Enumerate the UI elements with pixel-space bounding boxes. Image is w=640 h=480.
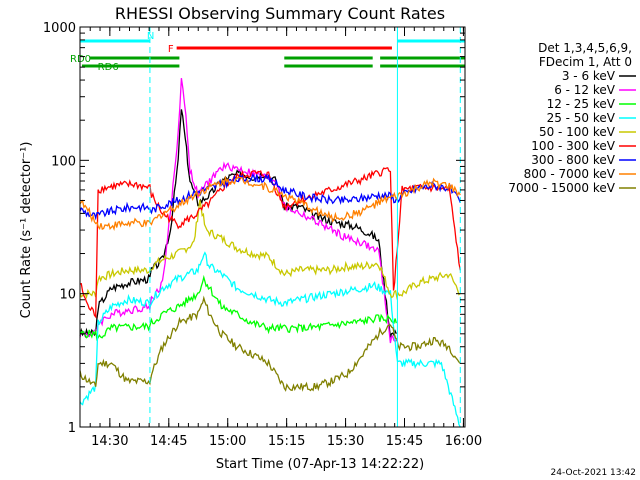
- y-tick-label: 1000: [43, 21, 76, 36]
- x-tick-label: 15:45: [386, 434, 423, 449]
- legend-header: Det 1,3,4,5,6,9,: [538, 41, 632, 55]
- series-line: [79, 199, 461, 300]
- y-axis-label: Count Rate (s⁻¹ detector⁻¹): [19, 142, 34, 319]
- axes: 1 10 100 1000 14:30 14:45 15:00 15:15 15:30 15:45…: [43, 21, 482, 449]
- series-line: [79, 175, 461, 231]
- legend-entry-label: 3 - 6 keV: [562, 69, 616, 83]
- plot-frame: [79, 26, 466, 428]
- flag-label-f: F: [168, 44, 174, 55]
- legend: Det 1,3,4,5,6,9,FDecim 1, Att 03 - 6 keV…: [508, 41, 636, 195]
- series-line: [79, 167, 461, 319]
- legend-entry-label: 100 - 300 keV: [531, 139, 615, 153]
- legend-entry-label: 50 - 100 keV: [539, 125, 616, 139]
- legend-entry-label: 25 - 50 keV: [547, 111, 616, 125]
- legend-entry-label: 12 - 25 keV: [547, 97, 616, 111]
- x-tick-label: 15:15: [268, 434, 305, 449]
- series-line: [79, 78, 397, 344]
- series-line: [79, 274, 397, 342]
- x-tick-label: 14:30: [91, 434, 128, 449]
- chart-title: RHESSI Observing Summary Count Rates: [115, 4, 445, 23]
- series-lines: [79, 78, 461, 428]
- x-tick-label: 15:00: [209, 434, 246, 449]
- flag-label-n: N: [147, 31, 154, 42]
- x-tick-label: 16:00: [445, 434, 482, 449]
- time-markers: [149, 27, 461, 427]
- y-tick-label: 100: [51, 154, 76, 169]
- x-tick-label: 14:45: [150, 434, 187, 449]
- y-tick-label: 10: [59, 288, 76, 303]
- legend-entry-label: 800 - 7000 keV: [524, 167, 616, 181]
- y-tick-label: 1: [68, 421, 76, 436]
- timestamp: 24-Oct-2021 13:42: [551, 468, 636, 478]
- legend-entry-label: 7000 - 15000 keV: [508, 181, 615, 195]
- series-line: [79, 172, 461, 221]
- legend-header: FDecim 1, Att 0: [539, 55, 632, 69]
- flag-label-rd0: RD0: [70, 54, 91, 65]
- x-tick-label: 15:30: [327, 434, 364, 449]
- flag-label-rd6: RD6: [98, 62, 119, 73]
- observing-flag-bars: N F RD0 RD6: [70, 31, 465, 73]
- x-axis-label: Start Time (07-Apr-13 14:22:22): [216, 457, 424, 472]
- series-line: [79, 109, 397, 338]
- legend-entry-label: 300 - 800 keV: [531, 153, 615, 167]
- series-line: [79, 295, 461, 392]
- legend-entry-label: 6 - 12 keV: [554, 83, 616, 97]
